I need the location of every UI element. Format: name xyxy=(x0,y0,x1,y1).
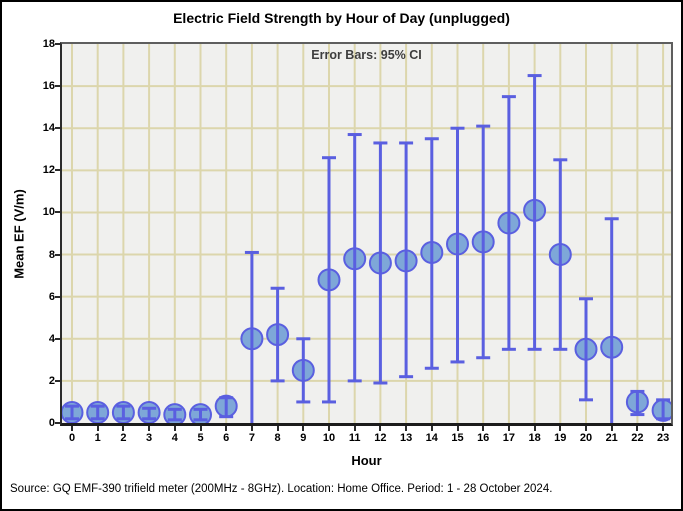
y-tick-mark xyxy=(55,295,60,298)
y-tick-mark xyxy=(55,43,60,45)
x-tick-mark xyxy=(379,426,382,431)
x-tick-mark xyxy=(559,426,562,431)
x-tick-mark xyxy=(610,426,613,431)
y-tick-label: 14 xyxy=(42,122,55,135)
x-tick-mark xyxy=(225,426,228,431)
x-tick-label: 2 xyxy=(120,432,127,444)
x-tick-mark xyxy=(533,426,536,431)
x-tick-mark xyxy=(276,426,279,431)
y-tick-mark xyxy=(55,85,60,88)
plot-area: Error Bars: 95% CI xyxy=(60,42,673,426)
y-axis-title: Mean EF (V/m) xyxy=(11,189,27,279)
y-tick-mark xyxy=(55,422,60,424)
x-tick-mark xyxy=(71,426,73,431)
x-tick-mark xyxy=(507,426,510,431)
x-tick-label: 20 xyxy=(579,432,593,444)
x-tick-label: 12 xyxy=(374,432,387,444)
x-tick-label: 8 xyxy=(274,432,281,444)
x-tick-mark xyxy=(250,426,253,431)
y-tick-mark xyxy=(55,337,60,340)
x-axis-title: Hour xyxy=(351,453,382,468)
x-tick-label: 3 xyxy=(146,432,153,444)
x-tick-label: 0 xyxy=(68,432,76,444)
x-tick-mark xyxy=(482,426,485,431)
x-tick-label: 5 xyxy=(197,432,204,444)
x-tick-mark xyxy=(302,426,305,431)
chart-canvas xyxy=(62,44,671,423)
x-tick-label: 11 xyxy=(348,432,361,444)
y-tick-mark xyxy=(55,379,60,382)
x-tick-mark xyxy=(148,426,151,431)
y-tick-mark xyxy=(55,253,60,256)
x-tick-label: 13 xyxy=(399,432,413,444)
x-tick-label: 15 xyxy=(451,432,464,444)
x-tick-label: 7 xyxy=(248,432,255,444)
x-tick-mark xyxy=(405,426,408,431)
x-tick-label: 6 xyxy=(223,432,230,444)
y-tick-label: 16 xyxy=(42,80,55,93)
x-tick-mark xyxy=(430,426,433,431)
x-tick-mark xyxy=(122,426,125,431)
y-tick-label: 2 xyxy=(48,374,55,387)
y-tick-label: 6 xyxy=(48,290,55,303)
error-bars-annotation: Error Bars: 95% CI xyxy=(311,48,422,62)
x-tick-mark xyxy=(173,426,176,431)
x-tick-mark xyxy=(96,426,99,431)
y-tick-label: 4 xyxy=(48,332,55,345)
x-tick-label: 4 xyxy=(171,432,178,444)
x-tick-label: 23 xyxy=(656,432,670,444)
y-tick-label: 0 xyxy=(48,417,55,429)
y-tick-mark xyxy=(55,169,60,172)
x-tick-mark xyxy=(662,426,665,431)
x-tick-mark xyxy=(636,426,639,431)
y-tick-label: 8 xyxy=(48,248,55,261)
x-tick-label: 22 xyxy=(631,432,644,444)
y-tick-mark xyxy=(55,127,60,130)
x-tick-label: 14 xyxy=(425,432,438,444)
y-tick-label: 12 xyxy=(42,164,55,177)
chart-title: Electric Field Strength by Hour of Day (… xyxy=(173,10,510,26)
x-tick-label: 16 xyxy=(477,432,490,444)
x-tick-mark xyxy=(199,426,202,431)
x-tick-mark xyxy=(328,426,330,431)
x-tick-mark xyxy=(456,426,459,431)
x-tick-label: 9 xyxy=(300,432,307,444)
x-tick-label: 1 xyxy=(94,432,101,444)
x-tick-mark xyxy=(585,426,587,431)
y-tick-label: 10 xyxy=(42,206,55,219)
x-tick-label: 19 xyxy=(554,432,567,444)
x-tick-label: 17 xyxy=(502,432,516,444)
source-note: Source: GQ EMF-390 trifield meter (200MH… xyxy=(10,483,553,495)
x-tick-label: 18 xyxy=(528,432,541,444)
y-tick-label: 18 xyxy=(42,38,55,50)
x-tick-label: 21 xyxy=(605,432,618,444)
x-tick-label: 10 xyxy=(322,432,336,444)
y-tick-mark xyxy=(55,211,60,214)
x-tick-mark xyxy=(353,426,356,431)
